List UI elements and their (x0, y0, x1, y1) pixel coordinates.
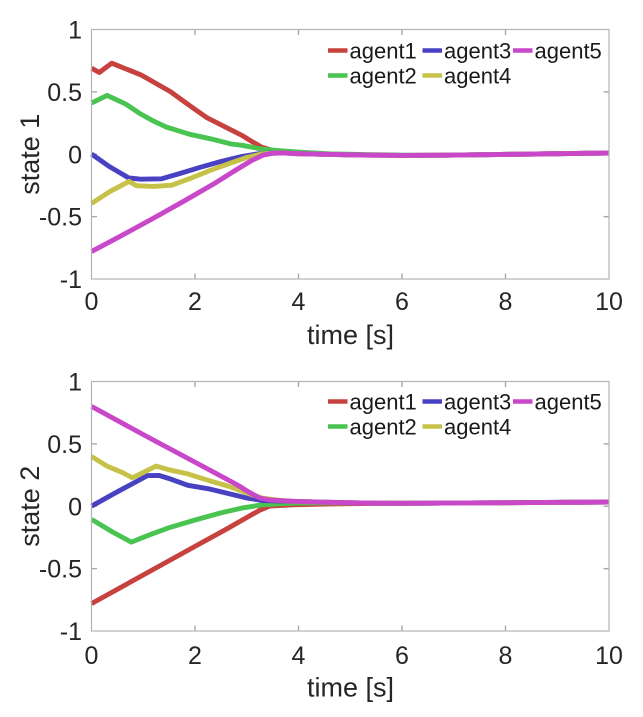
svg-text:4: 4 (292, 288, 306, 316)
svg-text:0: 0 (68, 493, 82, 521)
svg-text:0.5: 0.5 (47, 431, 82, 459)
svg-text:0: 0 (85, 642, 99, 670)
svg-text:2: 2 (188, 642, 202, 670)
svg-text:agent1: agent1 (350, 390, 417, 415)
svg-text:-0.5: -0.5 (39, 204, 82, 232)
svg-text:time [s]: time [s] (307, 320, 394, 350)
svg-text:4: 4 (292, 642, 306, 670)
svg-text:-1: -1 (60, 266, 82, 294)
svg-text:agent3: agent3 (444, 390, 511, 415)
svg-text:6: 6 (395, 642, 409, 670)
svg-text:1: 1 (68, 17, 82, 45)
svg-text:time [s]: time [s] (307, 673, 394, 703)
svg-text:8: 8 (499, 288, 513, 316)
svg-text:-1: -1 (60, 618, 82, 646)
svg-text:agent1: agent1 (350, 39, 417, 64)
svg-text:agent3: agent3 (444, 39, 511, 64)
svg-text:10: 10 (595, 288, 623, 316)
svg-text:0.5: 0.5 (47, 79, 82, 107)
svg-text:agent4: agent4 (444, 415, 511, 440)
svg-text:2: 2 (188, 288, 202, 316)
svg-text:agent5: agent5 (535, 39, 602, 64)
svg-text:state 2: state 2 (15, 466, 45, 547)
svg-text:8: 8 (499, 642, 513, 670)
svg-text:agent2: agent2 (350, 64, 417, 89)
svg-text:6: 6 (395, 288, 409, 316)
svg-text:agent4: agent4 (444, 64, 511, 89)
svg-text:10: 10 (595, 642, 623, 670)
svg-text:state 1: state 1 (15, 114, 45, 195)
svg-text:agent5: agent5 (535, 390, 602, 415)
svg-text:1: 1 (68, 369, 82, 397)
svg-text:-0.5: -0.5 (39, 556, 82, 584)
svg-text:0: 0 (68, 141, 82, 169)
svg-text:agent2: agent2 (350, 415, 417, 440)
svg-text:0: 0 (85, 288, 99, 316)
